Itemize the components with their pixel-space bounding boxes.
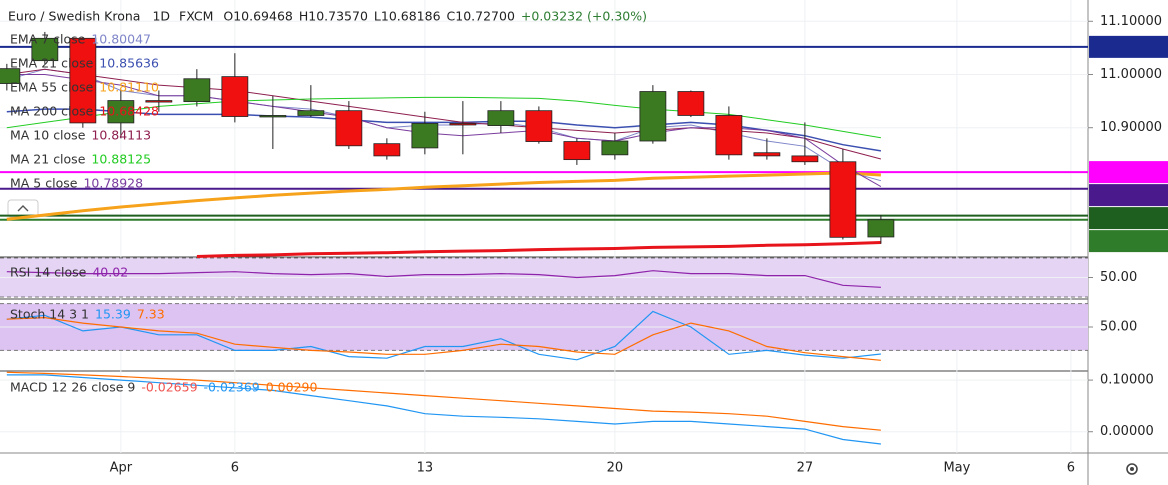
legend-text: 40.02 <box>92 265 128 280</box>
price-label-box <box>1089 207 1168 230</box>
candle-body <box>563 141 591 161</box>
legend-text: EMA 7 close <box>10 32 86 47</box>
header-text: L10.68186 <box>374 9 441 24</box>
legend-text: 10.80047 <box>91 32 151 47</box>
x-tick-label: May <box>943 461 970 476</box>
legend-text: MA 10 close <box>10 128 86 143</box>
indicator-line <box>6 270 881 288</box>
legend-text: RSI 14 close <box>10 265 87 280</box>
candle-body <box>791 155 819 163</box>
legend-text: -0.02369 <box>204 380 260 395</box>
indicator-line <box>196 241 881 258</box>
x-tick-label: Apr <box>110 461 133 476</box>
candle-body <box>373 143 401 157</box>
header-text: H10.73570 <box>299 9 368 24</box>
candle-body <box>297 110 325 116</box>
legend-text: 10.84113 <box>91 128 151 143</box>
candle-body <box>335 110 363 147</box>
candle-body <box>753 152 781 157</box>
y-tick-label: 0.00000 <box>1100 424 1154 439</box>
indicator-line <box>6 316 881 361</box>
candle-body <box>107 100 135 124</box>
legend-text: 0.00290 <box>266 380 318 395</box>
legend-text: MA 21 close <box>10 152 86 167</box>
header-text: 1D <box>152 9 170 24</box>
legend-text: 10.85636 <box>99 56 159 71</box>
candle-body <box>411 123 439 149</box>
time-axis: Apr 6 13 20 27 May 6 <box>110 461 1075 476</box>
legend-text: 10.78928 <box>83 176 143 191</box>
gear-hub[interactable] <box>1130 467 1134 471</box>
header-text: +0.03232 (+0.30%) <box>521 9 647 24</box>
candle-body <box>829 161 857 238</box>
candle-body <box>639 91 667 142</box>
x-tick-label: 13 <box>417 461 434 476</box>
legend-text: MACD 12 26 close 9 <box>10 380 135 395</box>
y-tick-label: 50.00 <box>1100 270 1137 285</box>
y-tick-label: 0.10000 <box>1100 373 1154 388</box>
button-icon[interactable] <box>17 205 29 212</box>
indicator-line <box>6 374 881 445</box>
price-label-box <box>1089 184 1168 207</box>
candle-body <box>0 68 21 84</box>
header-text: O10.69468 <box>223 9 293 24</box>
header-text: C10.72700 <box>447 9 515 24</box>
candle-body <box>601 140 629 156</box>
candle-body <box>677 91 705 116</box>
x-tick-label: 20 <box>607 461 624 476</box>
legend-text: MA 5 close <box>10 176 78 191</box>
candle-body <box>145 100 173 103</box>
settings-button[interactable] <box>1126 463 1138 475</box>
candle-body <box>69 37 97 124</box>
candle-body <box>183 78 211 103</box>
collapse-button[interactable] <box>7 199 39 218</box>
candle-body <box>449 123 477 126</box>
candle-body <box>867 219 895 238</box>
indicator-line <box>6 310 881 361</box>
y-tick-label: 11.00000 <box>1100 67 1162 82</box>
candle-body <box>487 110 515 126</box>
legend-text: 7.33 <box>137 307 165 322</box>
legend-text: EMA 21 close <box>10 56 94 71</box>
header-text: Euro / Swedish Krona <box>8 9 140 24</box>
x-tick-label: 27 <box>797 461 814 476</box>
y-tick-label: 10.90000 <box>1100 120 1162 135</box>
y-tick-label: 11.10000 <box>1100 14 1162 29</box>
indicator-line <box>6 171 881 221</box>
legend-text: Stoch 14 3 1 <box>10 307 89 322</box>
legend-text: -0.02659 <box>141 380 197 395</box>
price-label-box <box>1089 161 1168 184</box>
price-label-box <box>1089 35 1168 58</box>
candle-body <box>259 115 287 118</box>
gear-icon[interactable] <box>1126 463 1138 475</box>
x-tick-label: 6 <box>231 461 239 476</box>
x-tick-label: 6 <box>1067 461 1075 476</box>
legend-text: EMA 55 close <box>10 80 94 95</box>
y-tick-label: 50.00 <box>1100 320 1137 335</box>
indicator-line <box>6 371 881 431</box>
header-text: FXCM <box>179 9 213 24</box>
button-box[interactable] <box>7 199 39 218</box>
legend-text: 10.68428 <box>99 104 159 119</box>
legend-text: 15.39 <box>95 307 131 322</box>
candle-body <box>715 115 743 156</box>
candle-body <box>525 110 553 142</box>
candle-body <box>31 37 59 62</box>
legend-text: 10.88125 <box>91 152 151 167</box>
price-label-box <box>1089 230 1168 253</box>
candle-body <box>221 76 249 117</box>
legend-text: 10.81110 <box>99 80 159 95</box>
legend-text: MA 200 close <box>10 104 94 119</box>
